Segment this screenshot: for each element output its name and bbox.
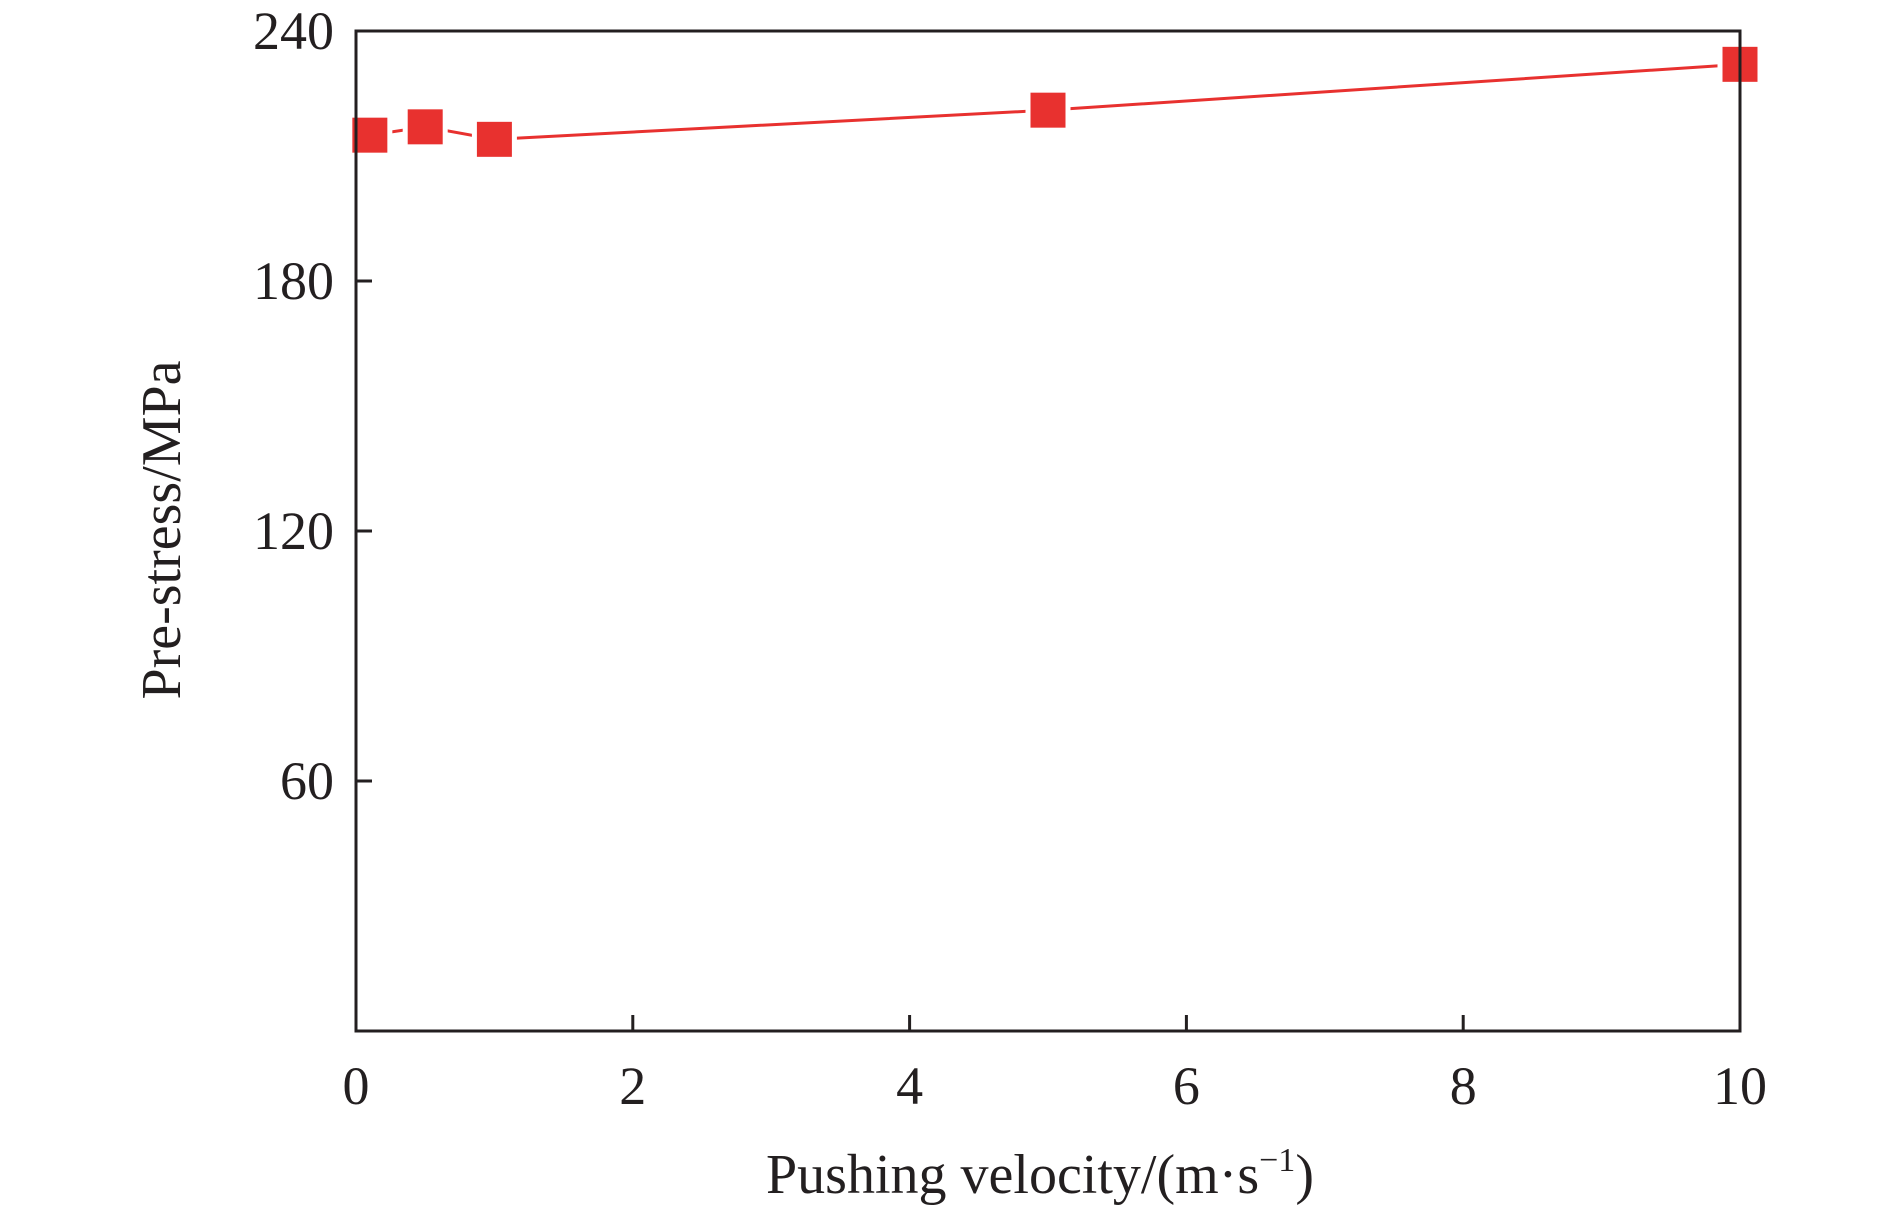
data-point-marker [471,116,517,162]
y-tick-label: 180 [253,251,334,311]
axes-layer: 0 2 4 6 8 10 60 120 180 240 [253,1,1767,1116]
x-axis-label-superscript: −1 [1259,1142,1295,1179]
plot-layer [347,41,1763,162]
y-tick-label: 60 [280,751,334,811]
x-tick-label: 6 [1173,1056,1200,1116]
x-tick-label: 8 [1450,1056,1477,1116]
x-axis-label-suffix: ) [1295,1144,1314,1206]
plot-frame [354,29,1742,1033]
x-tick-label: 0 [343,1056,370,1116]
y-tick-label: 120 [253,501,334,561]
data-point-marker [1025,87,1071,133]
data-point-marker [402,104,448,150]
x-axis-label-main: Pushing velocity/(m·s [766,1144,1259,1206]
x-tick-label: 2 [619,1056,646,1116]
y-axis-label: Pre-stress/MPa [131,360,193,699]
y-tick-label: 240 [253,1,334,61]
x-axis-label: Pushing velocity/(m·s−1) [766,1142,1314,1206]
x-tick-label: 4 [896,1056,923,1116]
x-tick-label: 10 [1713,1056,1767,1116]
